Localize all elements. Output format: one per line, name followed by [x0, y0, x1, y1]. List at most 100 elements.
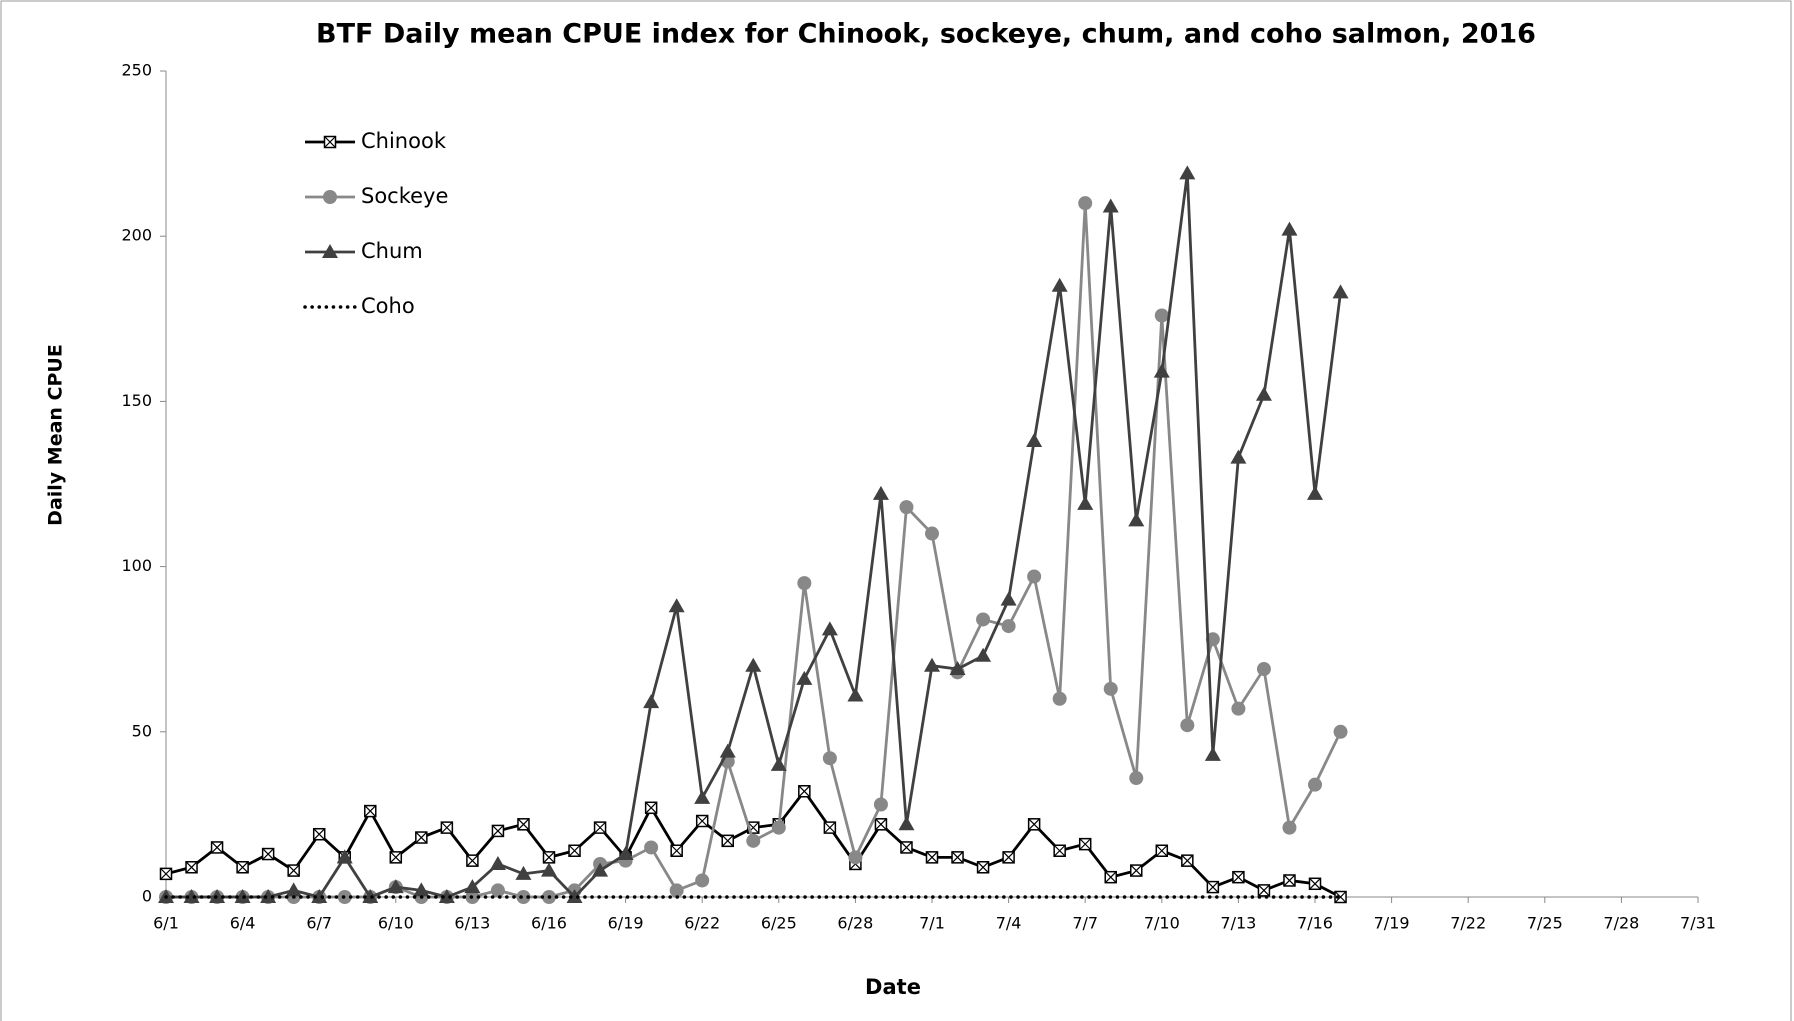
marker-part: [696, 815, 709, 827]
marker-part: [1002, 851, 1015, 864]
data-point: [1232, 870, 1245, 884]
marker-part: [1104, 871, 1117, 884]
marker-part: [798, 785, 811, 798]
data-point: [975, 647, 992, 662]
data-point: [949, 661, 966, 676]
marker-part: [951, 851, 964, 864]
data-point: [285, 882, 302, 897]
data-point: [821, 621, 838, 636]
data-point: [770, 756, 787, 771]
data-point: [900, 841, 913, 854]
data-point: [287, 864, 300, 877]
data-point: [1283, 874, 1296, 887]
x-tick-label: 7/22: [1450, 914, 1486, 933]
data-point: [1255, 386, 1272, 401]
y-tick-label: 0: [142, 887, 152, 906]
data-point: [669, 883, 684, 898]
x-tick-label: 6/13: [454, 914, 490, 933]
marker-part: [492, 824, 504, 837]
data-point: [1181, 854, 1194, 867]
data-point: [1154, 308, 1169, 323]
data-point: [1026, 433, 1043, 448]
legend-label: Chum: [361, 239, 423, 263]
data-point: [1307, 485, 1323, 500]
x-axis-label: Date: [865, 975, 921, 999]
data-point: [771, 820, 786, 835]
data-point: [1078, 196, 1093, 211]
x-tick-label: 6/1: [153, 914, 179, 933]
data-point: [592, 862, 609, 877]
marker-part: [594, 821, 606, 834]
data-point: [464, 879, 481, 894]
data-point: [746, 833, 761, 848]
data-point: [489, 855, 506, 870]
data-point: [798, 785, 811, 798]
marker-part: [1334, 891, 1347, 903]
data-point: [847, 687, 864, 702]
data-point: [1308, 777, 1322, 792]
x-tick-label: 7/19: [1374, 914, 1410, 933]
data-point: [336, 849, 353, 864]
data-point: [925, 526, 939, 541]
data-point: [516, 890, 531, 904]
marker-part: [875, 818, 887, 831]
data-point: [1077, 495, 1094, 510]
data-point: [1206, 880, 1220, 894]
marker-part: [670, 844, 683, 857]
data-point: [668, 598, 685, 613]
data-point: [159, 867, 173, 881]
data-point: [925, 851, 939, 864]
marker-part: [236, 861, 249, 874]
data-point: [568, 844, 581, 857]
data-point: [593, 821, 607, 834]
data-point: [1000, 591, 1017, 606]
marker-part: [1258, 884, 1270, 897]
data-point: [976, 612, 991, 627]
data-point: [644, 801, 658, 815]
data-point: [311, 889, 328, 903]
data-point: [517, 818, 530, 831]
marker-part: [1155, 844, 1168, 857]
data-point: [721, 834, 734, 848]
marker-part: [977, 861, 989, 874]
data-point: [1129, 771, 1144, 786]
data-point: [312, 827, 326, 841]
x-tick-label: 7/7: [1072, 914, 1098, 933]
legend-marker: [323, 135, 337, 149]
marker-part: [211, 841, 223, 854]
marker-part: [1232, 871, 1245, 884]
data-point: [745, 657, 762, 672]
data-point: [185, 861, 198, 874]
marker-part: [324, 136, 336, 148]
data-point: [898, 816, 915, 831]
legend-marker: [322, 244, 338, 258]
data-point: [1002, 851, 1015, 864]
x-tick-label: 7/1: [919, 914, 945, 933]
marker-part: [721, 834, 734, 847]
marker-part: [1283, 874, 1296, 887]
data-point: [617, 846, 634, 861]
marker-part: [1053, 844, 1066, 857]
data-point: [822, 751, 837, 766]
y-tick-label: 50: [132, 721, 152, 740]
data-point: [362, 889, 379, 903]
data-point: [1282, 820, 1297, 835]
legend-label: Coho: [361, 294, 415, 318]
data-point: [823, 821, 837, 834]
data-point: [1230, 449, 1247, 464]
data-point: [644, 840, 659, 855]
marker-part: [823, 821, 836, 834]
data-point: [695, 873, 710, 888]
x-tick-label: 7/10: [1144, 914, 1180, 933]
marker-part: [440, 821, 453, 834]
marker-part: [389, 851, 402, 864]
data-point: [695, 814, 709, 828]
data-point: [491, 824, 505, 838]
data-point: [1155, 844, 1169, 857]
data-point: [1308, 877, 1322, 891]
marker-part: [1130, 864, 1143, 877]
data-point: [1281, 221, 1298, 236]
data-point: [670, 844, 683, 857]
data-point: [183, 889, 200, 903]
x-tick-label: 6/7: [306, 914, 332, 933]
